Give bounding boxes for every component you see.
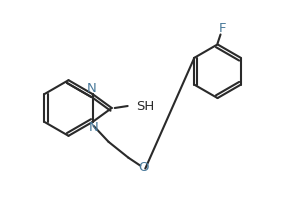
Text: N: N	[89, 121, 99, 134]
Text: F: F	[219, 22, 226, 35]
Text: SH: SH	[137, 100, 155, 113]
Text: N: N	[87, 82, 96, 95]
Text: O: O	[138, 161, 148, 174]
